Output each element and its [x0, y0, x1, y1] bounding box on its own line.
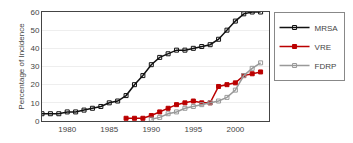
svg-text:1995: 1995 — [184, 125, 202, 134]
svg-text:0: 0 — [35, 117, 40, 126]
svg-text:FDRP: FDRP — [315, 62, 337, 71]
svg-text:MRSA: MRSA — [315, 24, 339, 33]
svg-text:1990: 1990 — [142, 125, 160, 134]
svg-text:1980: 1980 — [58, 125, 76, 134]
svg-text:60: 60 — [30, 8, 39, 17]
svg-text:40: 40 — [30, 44, 39, 53]
svg-text:VRE: VRE — [315, 43, 331, 52]
svg-text:50: 50 — [30, 26, 39, 35]
svg-text:30: 30 — [30, 62, 39, 71]
svg-text:20: 20 — [30, 80, 39, 89]
svg-text:10: 10 — [30, 99, 39, 108]
svg-text:1985: 1985 — [100, 125, 118, 134]
svg-text:2000: 2000 — [226, 125, 244, 134]
svg-text:Percentage of Incidence: Percentage of Incidence — [17, 23, 26, 110]
